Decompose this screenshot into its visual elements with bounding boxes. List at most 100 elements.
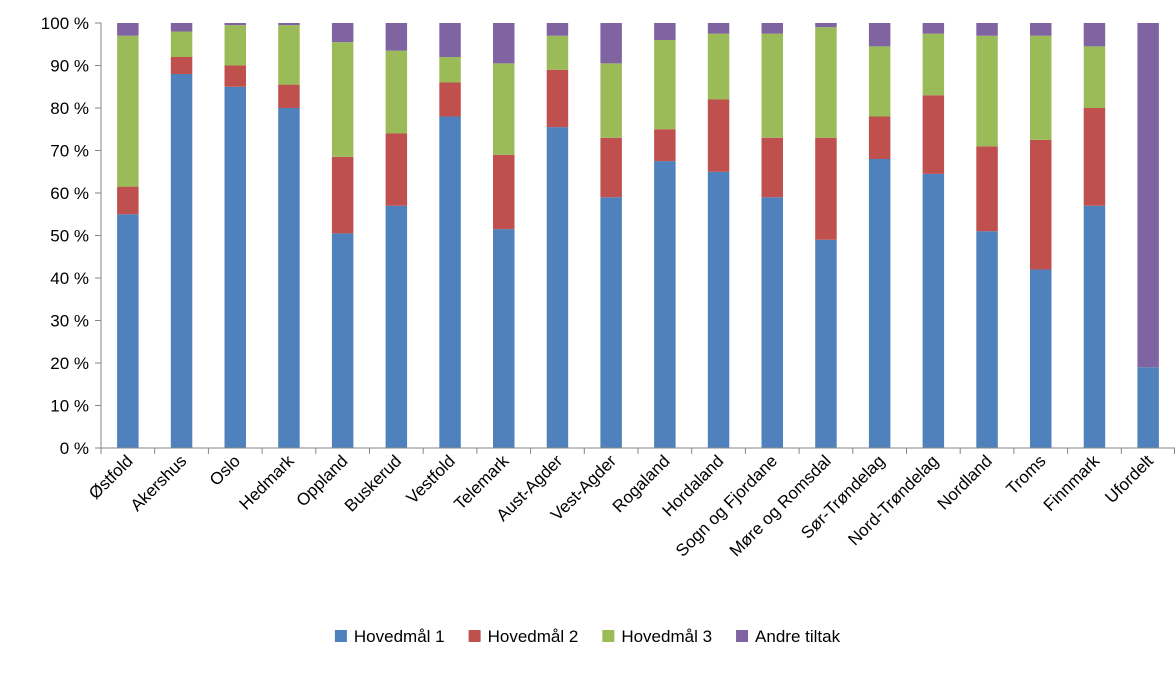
bar-segment bbox=[654, 40, 676, 130]
bar-segment bbox=[546, 35, 569, 70]
bar-segment bbox=[976, 23, 998, 36]
x-category-label: Troms bbox=[1003, 451, 1050, 498]
x-category-label: Sogn og Fjordane bbox=[672, 451, 781, 560]
bar-segment bbox=[439, 116, 461, 448]
bar-segment bbox=[439, 23, 461, 57]
x-category-label: Østfold bbox=[85, 451, 137, 503]
bar-segment bbox=[1030, 35, 1052, 140]
bar-segment bbox=[815, 27, 837, 138]
bar-segment bbox=[707, 99, 730, 172]
bar-segment bbox=[922, 173, 945, 448]
bar-segment bbox=[385, 205, 408, 448]
bar-segment bbox=[278, 25, 300, 85]
bar-segment bbox=[761, 137, 783, 198]
x-category-label: Oslo bbox=[206, 451, 244, 489]
legend-label: Hovedmål 2 bbox=[488, 627, 579, 646]
bar-segment bbox=[600, 23, 622, 64]
y-tick-label: 80 % bbox=[50, 99, 89, 118]
y-tick-label: 60 % bbox=[50, 184, 89, 203]
bar-segment bbox=[707, 33, 730, 100]
bar-segment bbox=[707, 171, 730, 448]
bar-segment bbox=[707, 23, 730, 34]
bar-segment bbox=[546, 69, 569, 128]
axes bbox=[100, 23, 1175, 454]
bar-segment bbox=[815, 23, 837, 28]
bar-segment bbox=[224, 23, 246, 26]
bar-segment bbox=[546, 23, 569, 36]
legend-label: Andre tiltak bbox=[755, 627, 841, 646]
bar-segment bbox=[761, 197, 783, 448]
bar-segment bbox=[331, 23, 354, 43]
bar-segment bbox=[654, 23, 676, 40]
x-category-label: Ufordelt bbox=[1101, 451, 1157, 507]
y-tick-label: 90 % bbox=[50, 57, 89, 76]
bar-segment bbox=[761, 23, 783, 34]
bar-segment bbox=[600, 137, 622, 198]
y-tick-label: 0 % bbox=[60, 439, 89, 458]
bar-segment bbox=[976, 35, 998, 147]
bar-segment bbox=[868, 116, 891, 159]
bar-segment bbox=[654, 129, 676, 162]
bar-segment bbox=[117, 186, 139, 215]
bar-segment bbox=[1083, 205, 1106, 448]
bar-segment bbox=[1083, 23, 1106, 47]
bar-segment bbox=[1030, 23, 1052, 36]
bar-segment bbox=[922, 33, 945, 96]
y-tick-label: 70 % bbox=[50, 142, 89, 161]
bar-segment bbox=[1030, 139, 1052, 270]
legend-swatch bbox=[468, 630, 481, 642]
bar-segment bbox=[976, 146, 998, 232]
bar-segment bbox=[922, 95, 945, 174]
y-tick-label: 30 % bbox=[50, 312, 89, 331]
bar-segment bbox=[385, 133, 408, 206]
bar-segment bbox=[1083, 108, 1106, 206]
bar-segment bbox=[654, 161, 676, 448]
bar-segment bbox=[815, 137, 837, 240]
y-tick-label: 10 % bbox=[50, 397, 89, 416]
bar-segment bbox=[1137, 23, 1159, 368]
y-tick-label: 20 % bbox=[50, 354, 89, 373]
bar-segment bbox=[439, 82, 461, 117]
bar-segment bbox=[868, 23, 891, 47]
bar-segment bbox=[761, 33, 783, 138]
x-category-label: Møre og Romsdal bbox=[726, 451, 835, 560]
bar-segment bbox=[170, 57, 193, 74]
bar-segment bbox=[493, 154, 515, 230]
bars bbox=[117, 23, 1159, 448]
bar-segment bbox=[1030, 269, 1052, 448]
x-category-label: Nordland bbox=[934, 451, 996, 513]
y-tick-label: 40 % bbox=[50, 269, 89, 288]
legend-swatch bbox=[736, 630, 749, 642]
bar-segment bbox=[493, 229, 515, 448]
bar-segment bbox=[1137, 367, 1159, 448]
x-category-label: Hedmark bbox=[236, 451, 299, 514]
bar-segment bbox=[331, 233, 354, 448]
bar-segment bbox=[170, 74, 193, 448]
bar-segment bbox=[385, 50, 408, 134]
legend-swatch bbox=[602, 630, 615, 642]
bar-segment bbox=[815, 239, 837, 448]
bar-segment bbox=[493, 23, 515, 64]
bar-segment bbox=[224, 65, 246, 87]
bar-segment bbox=[600, 63, 622, 138]
y-tick-label: 100 % bbox=[41, 14, 89, 33]
bar-segment bbox=[170, 31, 193, 57]
bar-segment bbox=[493, 63, 515, 155]
bar-segment bbox=[600, 197, 622, 448]
bar-segment bbox=[117, 23, 139, 36]
bar-segment bbox=[868, 159, 891, 448]
bar-segment bbox=[278, 84, 300, 108]
bar-segment bbox=[1083, 46, 1106, 108]
x-category-label: Akershus bbox=[127, 451, 191, 515]
legend-label: Hovedmål 1 bbox=[354, 627, 445, 646]
bar-segment bbox=[117, 214, 139, 448]
x-category-label: Finnmark bbox=[1040, 451, 1104, 515]
bar-segment bbox=[331, 156, 354, 234]
legend-label: Hovedmål 3 bbox=[621, 627, 712, 646]
bar-segment bbox=[117, 35, 139, 187]
bar-segment bbox=[170, 23, 193, 32]
y-tick-label: 50 % bbox=[50, 227, 89, 246]
bar-segment bbox=[439, 57, 461, 83]
